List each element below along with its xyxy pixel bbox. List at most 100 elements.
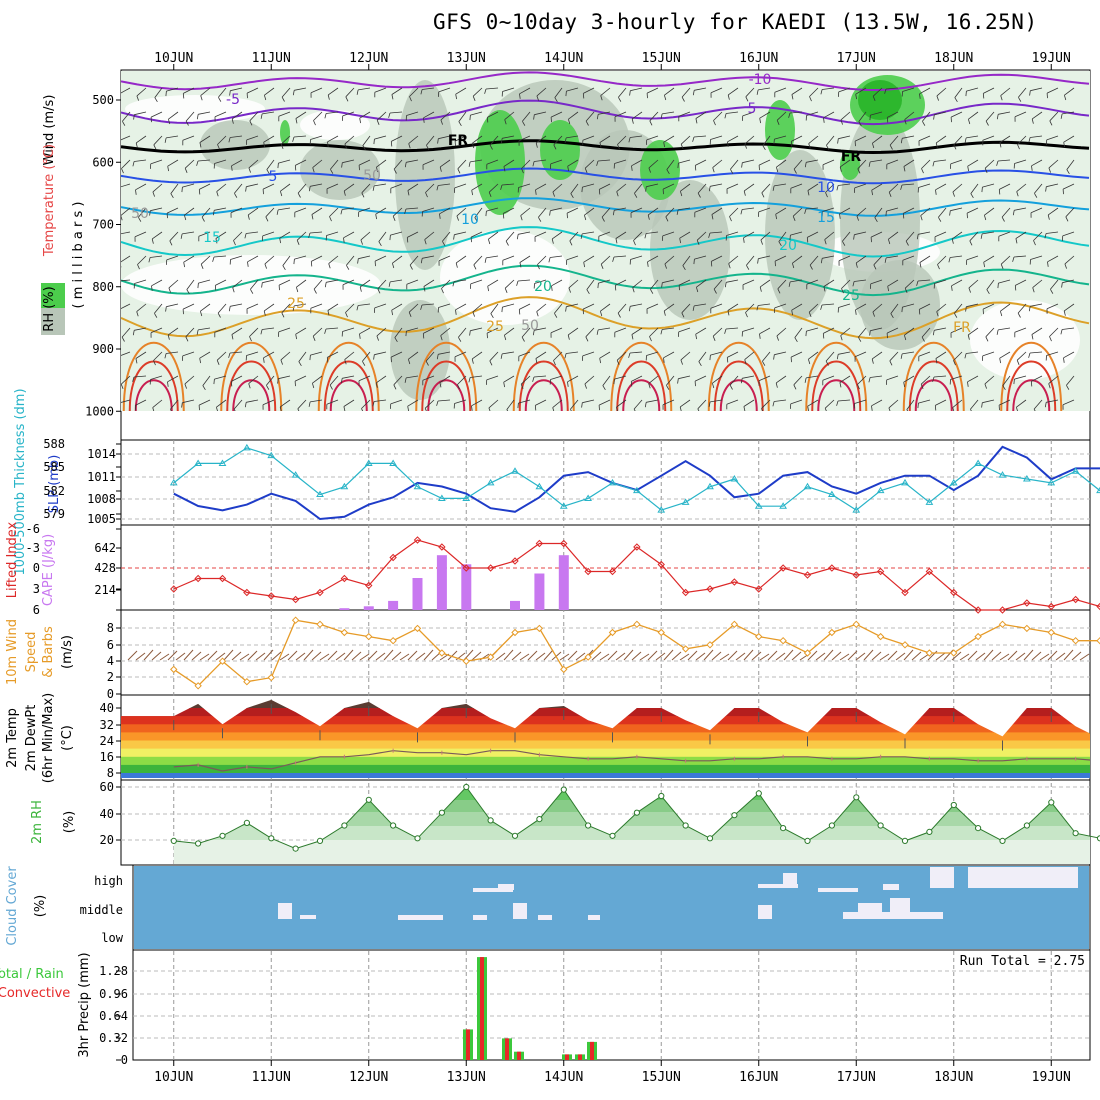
surface-wind-barb [1063,649,1074,661]
wind-barb [1014,111,1027,118]
wind-barb [950,111,963,118]
wind-barb [649,327,659,337]
contour-label: 15 [203,230,221,246]
wind-barb [710,351,723,356]
rh-point [975,825,982,832]
wind-barb [998,231,1011,237]
wind-barb-flag [233,408,236,411]
wind-barb [1047,255,1059,263]
wind-barb-flag [856,215,859,221]
slp-line [173,445,1100,521]
y-tick-label: 40 [100,807,114,821]
wind-barb [424,399,435,409]
ua-wind-label: Wind (m/s) [42,95,57,166]
wind-barb [1049,111,1059,122]
wind-barb [310,135,323,140]
wind-barb [198,231,211,237]
wind-barb-flag [727,310,730,316]
wind-barb-flag [135,189,137,195]
wind-barb-flag [500,353,503,359]
rh2m-label-1: 2m RH [30,800,45,844]
wind-barb-flag [404,208,407,214]
wind-barb [952,183,963,193]
rh-point [926,828,933,836]
wind-barb-flag [793,384,797,390]
y-tick-label: 900 [92,342,114,356]
wind-barb [278,279,291,286]
wind-barb-flag [614,285,617,291]
wind-barb [406,279,419,285]
rh-point [243,819,250,827]
surface-wind-barb [247,650,258,661]
wind-barb-flag [600,311,603,317]
wind-barb-flag [522,121,526,126]
surface-wind-barb [967,650,978,661]
wind-barb-flag [118,403,119,408]
wind-barb [474,207,483,218]
wind-barb-flag [121,336,125,342]
wind-barb [808,135,819,144]
thickness-point [608,478,617,486]
wind-barb-flag [345,312,348,318]
wind-barb [393,159,403,170]
lifted-index-line [173,539,1100,611]
wind-barb-flag [564,353,567,359]
wind-barb [344,351,355,360]
wind-barb-flag [231,334,234,340]
wind-barb [824,399,835,409]
wind-barb [1017,135,1027,145]
wind-barb-flag [820,89,823,95]
wind-barb-flag [471,405,473,411]
wind-barb [280,351,291,361]
wind-barb [886,327,899,334]
wind-barb [377,279,387,290]
wind-barb [296,279,307,288]
wind-barb [198,111,211,115]
wind-barb-flag [1033,408,1036,411]
wind-barb [408,135,419,144]
wind-barb [264,255,275,265]
wind-barb [839,159,851,168]
wind-barb-flag [343,190,346,196]
wind-barb-flag [1002,385,1006,391]
wind-barb [710,183,723,187]
wind-barb-flag [569,240,573,246]
wind-barb-flag [532,161,535,167]
precip-conv-label: Convective [0,986,70,1001]
wind-barb [214,207,227,211]
wind-barb [807,399,819,407]
wind-barb [186,279,195,290]
wind-barb [121,279,131,282]
wind-barb [695,159,707,166]
wind-barb-flag [937,264,940,270]
wind-barb [1046,399,1059,403]
wind-barb [1046,351,1059,356]
wind-barb-flag [584,215,587,221]
wind-barb [1047,207,1059,216]
wind-barb-flag [244,233,247,239]
thickness-point [974,459,983,466]
wind-barb [906,399,915,410]
wind-barb-flag [426,145,430,150]
wind-barb-flag [532,376,535,382]
wind-barb [633,231,643,241]
surface-wind-barb [767,650,778,661]
wind-barb-flag [582,93,585,99]
wind-barb-flag [121,384,124,389]
wind-barb [568,279,579,289]
wind-barb-flag [789,235,791,241]
y-tick-label: 8 [107,766,114,780]
low-level-isotherm [805,341,868,411]
wind-barb-flag [617,312,621,318]
lifted-index-point [1047,602,1055,611]
y-tick-label: 60 [100,780,114,794]
thickness-point [681,498,690,505]
wind-barb-flag [228,306,231,312]
wind-barb [614,207,627,211]
wind-barb [327,303,339,311]
wind-barb-flag [122,121,126,126]
wind-barb [343,399,355,407]
wind-barb-flag [760,239,763,245]
wind-barb [762,351,771,362]
wind-barb-flag [954,313,958,318]
